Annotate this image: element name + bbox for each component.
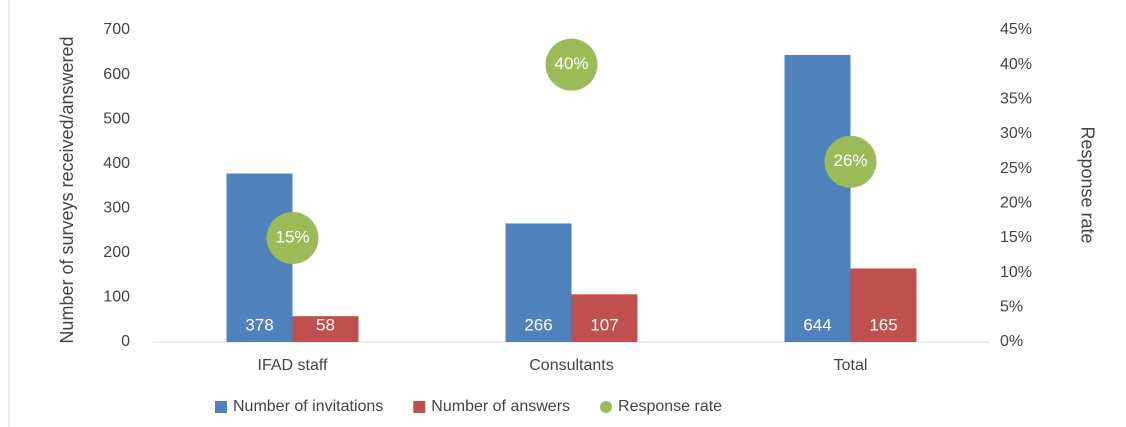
dot [545,38,598,91]
data-label: 378 [245,315,273,334]
dot [824,135,877,188]
y-axis-title: Number of surveys received/answered [57,36,77,343]
y2-tick-label: 10% [1000,264,1032,281]
y2-tick-label: 20% [1000,195,1032,212]
y2-tick-label: 15% [1000,229,1032,246]
y2-tick-label: 25% [1000,160,1032,177]
y-tick-label: 300 [103,200,130,217]
data-label: 266 [524,315,552,334]
data-label: 40% [554,54,588,73]
y-tick-label: 700 [103,21,130,38]
x-tick-label: Consultants [529,357,614,374]
bar [505,223,572,342]
legend-label: Number of invitations [233,398,383,415]
x-tick-label: Total [834,357,868,374]
y-tick-label: 0 [121,333,130,350]
data-label: 165 [869,315,897,334]
y-tick-label: 600 [103,66,130,83]
y2-tick-label: 45% [1000,21,1032,38]
y2-tick-label: 35% [1000,91,1032,108]
y-tick-label: 200 [103,244,130,261]
y-tick-label: 100 [103,289,130,306]
bar [784,54,851,343]
y-tick-label: 500 [103,110,130,127]
data-label: 107 [590,315,618,334]
legend-swatch [413,401,426,413]
y2-tick-label: 0% [1000,333,1023,350]
bar [571,294,638,342]
x-tick-label: IFAD staff [258,357,329,374]
y-tick-label: 400 [103,155,130,172]
data-label: 15% [275,227,309,246]
y2-axis-title: Response rate [1077,126,1097,243]
legend-label: Number of answers [431,398,570,415]
bar [850,268,917,342]
data-label: 644 [803,315,831,334]
y2-tick-label: 40% [1000,56,1032,73]
legend-swatch [600,401,613,413]
legend-label: Response rate [618,398,722,415]
data-label: 26% [833,151,867,170]
y2-tick-label: 30% [1000,125,1032,142]
data-label: 58 [316,315,335,334]
dot [266,212,319,264]
y2-tick-label: 5% [1000,299,1023,316]
legend-swatch [215,401,227,413]
bar [292,316,359,342]
